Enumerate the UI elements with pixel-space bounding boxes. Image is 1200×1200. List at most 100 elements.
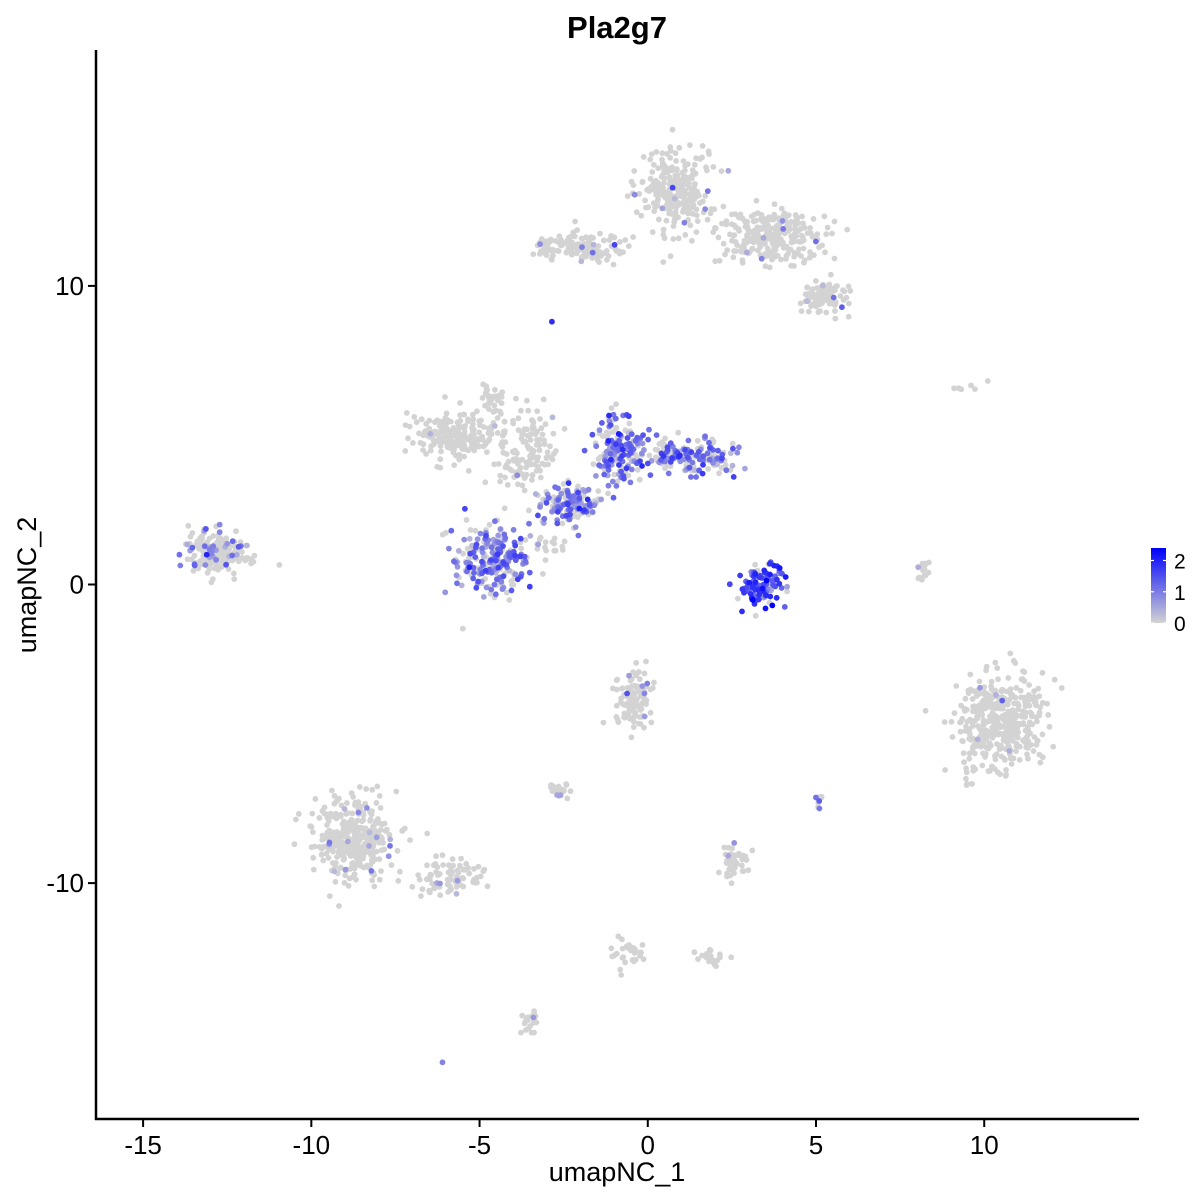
expressing-cell-point [491, 423, 498, 429]
cell-point [722, 251, 728, 258]
cell-point [406, 423, 413, 430]
cell-point [636, 476, 643, 483]
cell-point [525, 445, 532, 452]
expressing-cell-point [368, 868, 375, 874]
expressing-cell-point [576, 505, 583, 512]
cell-point [724, 247, 731, 254]
cell-point [724, 870, 730, 877]
cell-point [457, 412, 463, 418]
cell-point [740, 868, 747, 874]
cell-point [510, 417, 516, 424]
cell-point [971, 750, 978, 757]
cell-point [970, 704, 977, 710]
expressing-cell-point [638, 450, 645, 457]
cell-point [540, 571, 546, 577]
cell-point [566, 235, 573, 242]
cell-point [980, 729, 986, 736]
cell-point [718, 168, 725, 175]
cell-point [676, 144, 683, 151]
cell-point [1009, 726, 1016, 733]
cell-point [638, 212, 645, 219]
cell-point [974, 708, 980, 714]
expressing-cell-point [473, 584, 480, 591]
cell-point [194, 538, 201, 545]
cell-point [960, 750, 967, 757]
expressing-cell-point [621, 475, 627, 482]
cell-point [353, 830, 360, 837]
cell-point [1005, 675, 1012, 681]
cell-point [699, 198, 706, 205]
expressing-cell-point [726, 581, 733, 588]
expressing-cell-point [526, 583, 533, 590]
expressing-cell-point [725, 852, 732, 859]
cell-point [659, 150, 666, 157]
cell-point [310, 866, 317, 873]
cell-point [455, 439, 462, 446]
cell-point [572, 218, 578, 225]
expressing-cell-point [755, 596, 762, 603]
cell-point [439, 852, 446, 859]
cell-point [524, 1015, 530, 1022]
cell-point [475, 443, 482, 450]
cell-point [734, 595, 741, 602]
expressing-cell-point [723, 467, 730, 474]
cell-point [680, 158, 687, 165]
cell-point [737, 211, 744, 218]
cell-point [723, 218, 730, 225]
cell-point [429, 880, 436, 887]
cell-point [550, 430, 557, 437]
cell-point [356, 784, 363, 790]
cell-point [801, 259, 807, 266]
cell-point [1019, 708, 1026, 714]
expressing-cell-point [575, 489, 581, 496]
cell-point [506, 597, 513, 603]
cell-point [992, 659, 999, 666]
cell-point [821, 213, 828, 220]
cell-point [567, 788, 574, 795]
expressing-cell-point [782, 574, 789, 580]
cell-point [816, 296, 822, 302]
expressing-cell-point [552, 484, 558, 490]
cell-point [781, 210, 788, 217]
cell-point [1044, 700, 1050, 707]
cell-point [792, 212, 799, 218]
cell-point [525, 407, 532, 414]
cell-point [352, 825, 358, 832]
cell-point [650, 685, 656, 691]
cell-point [966, 731, 973, 737]
expressing-cell-point [366, 843, 372, 849]
expressing-cell-point [601, 471, 608, 478]
expressing-cell-point [458, 582, 465, 589]
cell-point [662, 194, 668, 201]
cell-point [350, 794, 357, 800]
expressing-cell-point [760, 234, 767, 241]
expressing-cell-point [641, 690, 648, 697]
cell-point [766, 214, 772, 221]
cell-point [494, 415, 501, 421]
expressing-cell-point [772, 583, 779, 590]
cell-point [622, 237, 629, 243]
cell-point [508, 467, 515, 474]
cell-point [515, 460, 521, 467]
cell-point [631, 692, 638, 699]
expressing-cell-point [543, 499, 550, 506]
cell-point [634, 467, 641, 473]
expressing-cell-point [223, 561, 230, 568]
expressing-cell-point [605, 463, 612, 469]
cell-point [831, 255, 838, 262]
expressing-cell-point [477, 530, 484, 537]
expressing-cell-point [977, 684, 983, 691]
cell-point [662, 465, 668, 472]
cell-point [1039, 669, 1046, 676]
expressing-cell-point [557, 792, 564, 799]
expressing-cell-point [521, 553, 528, 560]
cell-point [447, 877, 454, 883]
cell-point [646, 452, 653, 459]
expressing-cell-point [758, 255, 765, 262]
cell-point [449, 443, 456, 450]
expressing-cell-point [387, 843, 393, 849]
cell-point [752, 561, 758, 568]
expressing-cell-point [514, 472, 521, 479]
cell-point [983, 667, 989, 674]
cell-point [680, 199, 687, 206]
